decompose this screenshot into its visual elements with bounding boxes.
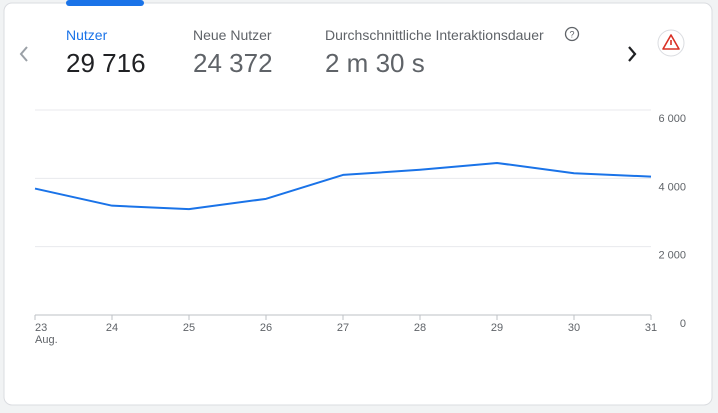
next-arrow[interactable] [628, 46, 637, 62]
metric-tab[interactable]: Nutzer 29 716 [66, 0, 146, 78]
data-line [34, 161, 652, 211]
help-icon[interactable] [564, 26, 580, 42]
x-month-label: Aug. [35, 334, 58, 346]
warning-icon[interactable] [657, 29, 685, 57]
chart: 0 2 000 4 000 6 000 23 24 25 26 27 28 29 30 31 Aug. [34, 109, 686, 346]
metric-value: 24 372 [193, 48, 273, 78]
x-tick-label: 29 [491, 322, 503, 334]
x-tick-label: 26 [260, 322, 272, 334]
metric-label: Nutzer [66, 27, 108, 43]
x-tick-label: 28 [414, 322, 426, 334]
warning-triangle [662, 34, 680, 50]
x-tick-label: 31 [645, 322, 657, 334]
x-tick-label: 24 [106, 322, 118, 334]
selected-indicator [66, 0, 144, 6]
metric-tab[interactable]: Durchschnittliche Interaktionsdauer 2 m 3… [325, 27, 544, 78]
x-tick-label: 30 [568, 322, 580, 334]
x-tick-label: 25 [183, 322, 195, 334]
prev-arrow[interactable] [19, 46, 28, 62]
y-tick-label: 4 000 [658, 181, 686, 193]
x-tick-label: 23 [35, 322, 47, 334]
metric-label: Durchschnittliche Interaktionsdauer [325, 27, 544, 43]
metric-tabs: Nutzer 29 716 Neue Nutzer 24 372 Durchschnit… [66, 0, 544, 78]
y-tick-label: 6 000 [658, 113, 686, 125]
help-mark: ? [569, 29, 574, 39]
y-tick-label: 2 000 [658, 250, 686, 262]
metric-value: 2 m 30 s [325, 48, 425, 78]
metric-value: 29 716 [66, 48, 146, 78]
x-tick-label: 27 [337, 322, 349, 334]
metric-label: Neue Nutzer [193, 27, 272, 43]
metric-tab[interactable]: Neue Nutzer 24 372 [193, 27, 273, 78]
y-tick-label: 0 [680, 318, 686, 330]
card [3, 2, 713, 406]
